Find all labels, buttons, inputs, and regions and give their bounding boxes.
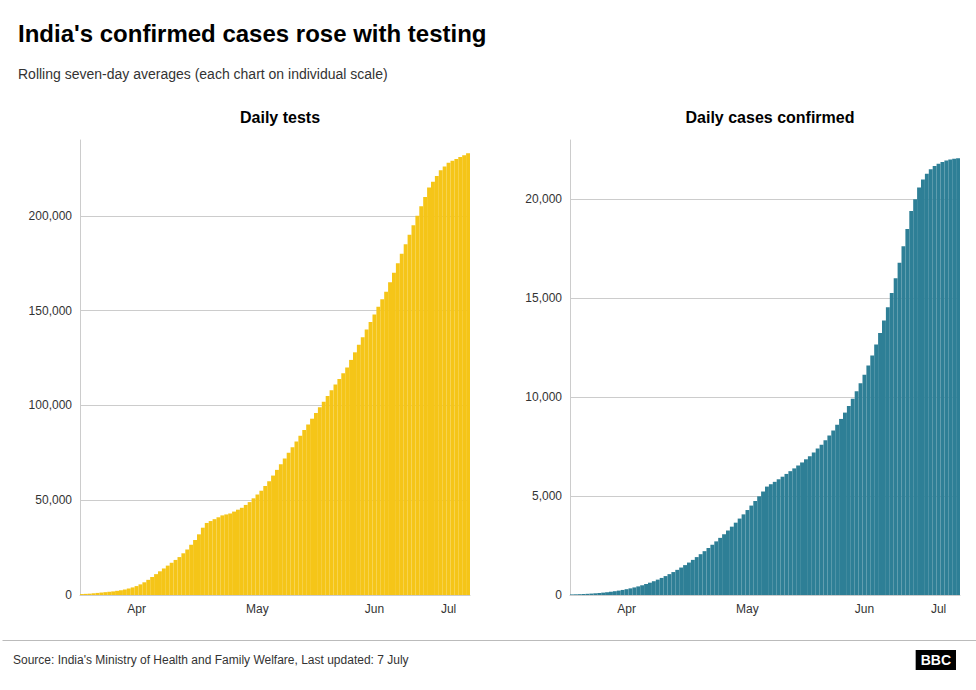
svg-text:BBC: BBC <box>921 652 951 668</box>
svg-text:Source: India's Ministry of He: Source: India's Ministry of Health and F… <box>13 653 409 667</box>
svg-text:Apr: Apr <box>127 602 146 616</box>
svg-text:Jul: Jul <box>931 602 946 616</box>
svg-text:0: 0 <box>555 588 562 602</box>
svg-text:Jun: Jun <box>855 602 874 616</box>
svg-text:May: May <box>246 602 269 616</box>
svg-text:100,000: 100,000 <box>29 398 73 412</box>
svg-text:Jul: Jul <box>441 602 456 616</box>
svg-text:Apr: Apr <box>617 602 636 616</box>
svg-text:20,000: 20,000 <box>525 192 562 206</box>
svg-text:200,000: 200,000 <box>29 209 73 223</box>
svg-text:Daily cases confirmed: Daily cases confirmed <box>686 109 855 126</box>
svg-text:15,000: 15,000 <box>525 291 562 305</box>
svg-text:50,000: 50,000 <box>35 493 72 507</box>
svg-text:10,000: 10,000 <box>525 390 562 404</box>
svg-text:0: 0 <box>65 588 72 602</box>
svg-text:India's confirmed cases rose w: India's confirmed cases rose with testin… <box>18 20 487 47</box>
svg-text:May: May <box>736 602 759 616</box>
svg-text:Jun: Jun <box>365 602 384 616</box>
svg-text:Rolling seven-day averages (ea: Rolling seven-day averages (each chart o… <box>18 66 388 82</box>
svg-text:Daily tests: Daily tests <box>240 109 320 126</box>
svg-text:5,000: 5,000 <box>532 489 562 503</box>
svg-text:150,000: 150,000 <box>29 304 73 318</box>
